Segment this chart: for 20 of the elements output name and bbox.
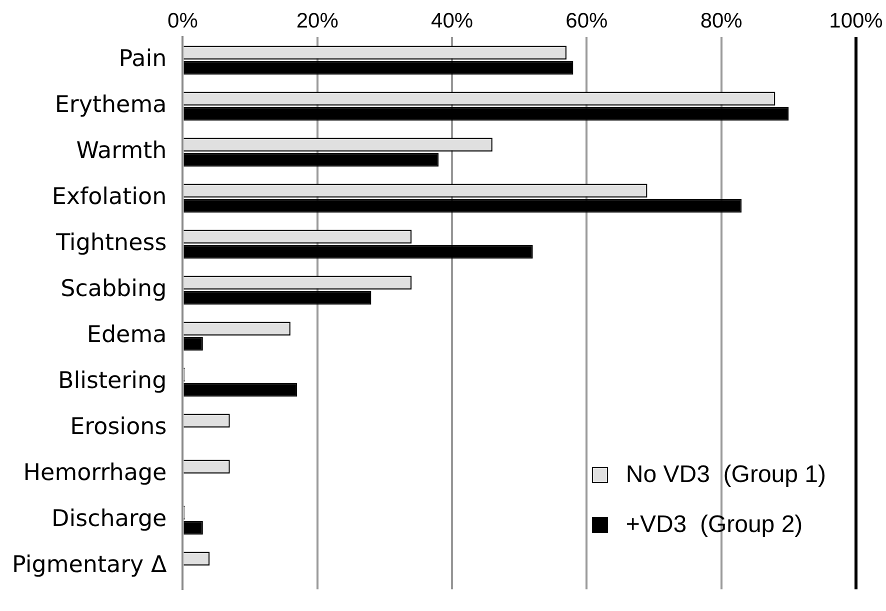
y-tick-label: Erythema <box>54 92 167 118</box>
y-tick-label: Pigmentary Δ <box>12 552 167 578</box>
y-tick-label: Pain <box>118 46 167 72</box>
legend-label: +VD3 (Group 2) <box>626 511 803 539</box>
x-tick-label: 100% <box>829 9 883 32</box>
y-tick-label: Warmth <box>76 138 167 164</box>
y-tick-label: Exfolation <box>52 184 167 210</box>
y-tick-label: Discharge <box>52 506 167 532</box>
x-tick-label: 60% <box>566 9 608 32</box>
y-tick-label: Edema <box>86 322 167 348</box>
y-tick-label: Scabbing <box>60 276 167 302</box>
y-tick-label: Blistering <box>58 368 167 394</box>
x-tick-label: 40% <box>431 9 474 32</box>
legend-label: No VD3 (Group 1) <box>626 461 826 489</box>
x-tick-label: 20% <box>296 9 338 32</box>
x-tick-label: 80% <box>700 9 742 32</box>
y-tick-label: Hemorrhage <box>23 460 167 486</box>
y-tick-label: Erosions <box>70 414 167 440</box>
x-tick-label: 0% <box>168 9 198 32</box>
y-tick-label: Tightness <box>55 230 167 256</box>
